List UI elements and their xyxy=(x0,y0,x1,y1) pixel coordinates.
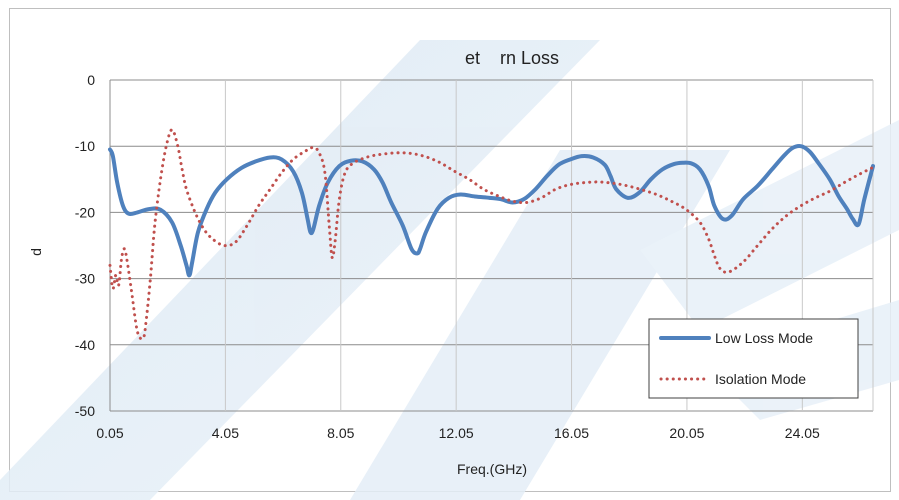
x-tick-label: 16.05 xyxy=(554,425,589,441)
y-tick-label: -40 xyxy=(75,337,95,353)
x-tick-label: 0.05 xyxy=(96,425,123,441)
legend-label-low-loss-mode: Low Loss Mode xyxy=(715,330,813,346)
series-line-low-loss-mode xyxy=(108,144,875,278)
y-tick-label: -30 xyxy=(75,271,95,287)
legend-label-isolation-mode: Isolation Mode xyxy=(715,371,806,387)
y-tick-label: 0 xyxy=(87,72,95,88)
legend: Low Loss Mode Isolation Mode xyxy=(648,318,859,399)
x-tick-label: 4.05 xyxy=(212,425,239,441)
x-tick-label: 8.05 xyxy=(327,425,354,441)
x-tick-label: 12.05 xyxy=(439,425,474,441)
y-tick-label: -20 xyxy=(75,204,95,220)
x-tick-label: 24.05 xyxy=(785,425,820,441)
y-tick-label: -50 xyxy=(75,403,95,419)
chart-title: et rn Loss xyxy=(465,48,559,68)
x-axis-label: Freq.(GHz) xyxy=(457,461,527,477)
series-group xyxy=(108,128,875,341)
y-axis-ticks: 0 -10 -20 -30 -40 -50 xyxy=(75,72,95,419)
x-tick-label: 20.05 xyxy=(669,425,704,441)
y-tick-label: -10 xyxy=(75,138,95,154)
legend-box xyxy=(648,318,859,399)
y-axis-label: d xyxy=(28,248,44,256)
x-axis-ticks: 0.05 4.05 8.05 12.05 16.05 20.05 24.05 xyxy=(96,425,820,441)
